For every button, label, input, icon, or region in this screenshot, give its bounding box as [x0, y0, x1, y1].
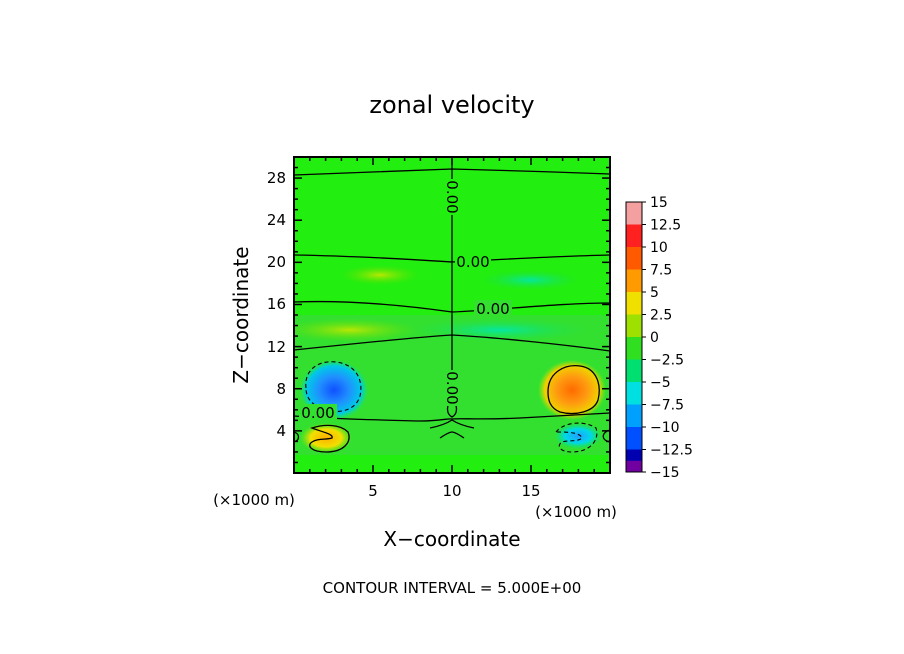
contour-positive-lobe-left	[309, 424, 350, 453]
colorbar: 15 12.5 10 7.5 5 2.5 0 −2.5 −5 −7.5 −10 −12.5 −15	[625, 195, 693, 481]
chart-title: zonal velocity	[369, 91, 534, 119]
colorbar-swatch	[626, 359, 642, 382]
colorbar-label: −7.5	[650, 398, 684, 414]
y-axis: 4 8 12 16 20 24 28 Z−coordinate	[229, 169, 286, 440]
colorbar-label: −2.5	[650, 353, 684, 369]
contour-label: 0.00	[301, 404, 334, 422]
y-tick-label: 24	[267, 211, 286, 229]
y-tick-label: 16	[267, 295, 286, 313]
colorbar-swatch	[626, 427, 642, 450]
x-tick-label: 10	[442, 482, 461, 500]
colorbar-swatch	[626, 202, 642, 225]
shade-cyan-band-right	[410, 318, 590, 342]
positive-lobe-lower-left	[300, 423, 352, 453]
y-axis-label: Z−coordinate	[229, 246, 253, 383]
colorbar-swatch	[626, 460, 642, 472]
contour-label: 0.00	[456, 253, 489, 271]
colorbar-swatch	[626, 337, 642, 360]
x-unit-label-left: (×1000 m)	[213, 491, 295, 509]
colorbar-label: 15	[650, 195, 668, 211]
colorbar-swatch	[626, 247, 642, 270]
contour-cusp-center	[429, 419, 475, 439]
shade-yellow-band-left	[294, 318, 420, 342]
x-tick-label: 15	[521, 482, 540, 500]
colorbar-swatch	[626, 269, 642, 292]
colorbar-label: 7.5	[650, 263, 672, 279]
negative-lobe-lower-right	[554, 423, 602, 449]
colorbar-label: −5	[650, 375, 671, 391]
colorbar-label: −15	[650, 465, 680, 481]
colorbar-label: −10	[650, 420, 680, 436]
shade-cyan-upper-right	[480, 270, 580, 290]
contour-negative-core-left	[305, 361, 362, 413]
colorbar-swatch	[626, 314, 642, 337]
colorbar-swatch	[626, 404, 642, 427]
contour-positive-core-right	[547, 365, 600, 415]
contour-zero-5	[294, 412, 610, 422]
x-unit-label-right: (×1000 m)	[535, 503, 617, 521]
y-tick-label: 8	[276, 380, 286, 398]
x-axis-label: X−coordinate	[383, 527, 520, 551]
colorbar-label: −12.5	[650, 443, 693, 459]
contour-labels: 0.00 0.00 0.00 0.00 0.00	[299, 179, 512, 422]
y-tick-label: 20	[267, 253, 286, 271]
colorbar-swatch	[626, 382, 642, 405]
colorbar-label: 10	[650, 240, 668, 256]
y-tick-label: 28	[267, 169, 286, 187]
colorbar-label: 0	[650, 330, 659, 346]
colorbar-swatch	[626, 292, 642, 315]
colorbar-label: 12.5	[650, 218, 681, 234]
y-tick-label: 12	[267, 338, 286, 356]
colorbar-label: 2.5	[650, 308, 672, 324]
contour-label: 0.00	[443, 180, 461, 213]
colorbar-swatch	[626, 224, 642, 247]
contour-label: 0.00	[476, 300, 509, 318]
contour-label: 0.00	[443, 371, 461, 404]
colorbar-label: 5	[650, 285, 659, 301]
contour-lines-dashed	[305, 361, 598, 453]
shade-yellow-upper-left	[340, 265, 420, 285]
contour-interval-note: CONTOUR INTERVAL = 5.000E+00	[323, 579, 582, 597]
x-axis: 5 10 15 (×1000 m) (×1000 m) X−coordinate	[213, 482, 617, 551]
x-tick-label: 5	[368, 482, 378, 500]
axis-ticks	[294, 157, 610, 473]
y-tick-label: 4	[276, 422, 286, 440]
positive-core-right	[538, 360, 606, 420]
